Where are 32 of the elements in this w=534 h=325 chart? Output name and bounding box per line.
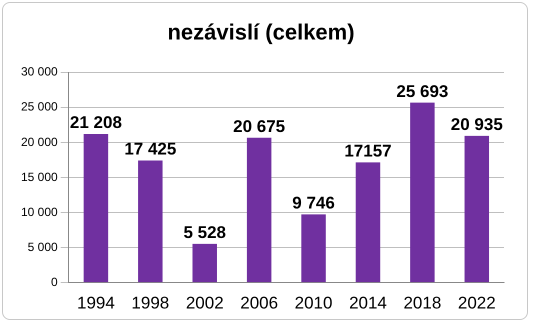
data-label: 17 425 — [124, 140, 176, 159]
bar — [301, 214, 326, 282]
y-tick-label: 25 000 — [21, 100, 58, 114]
x-tick-label: 1994 — [76, 293, 115, 312]
bar — [356, 162, 380, 282]
x-tick-label: 2022 — [458, 293, 496, 312]
data-label: 20 935 — [450, 115, 503, 134]
x-tick-label: 1998 — [131, 293, 170, 312]
data-label: 5 528 — [183, 223, 226, 242]
y-tick-label: 5 000 — [28, 240, 58, 254]
bar — [410, 102, 435, 282]
data-label: 9 746 — [292, 194, 335, 212]
x-tick-label: 2014 — [349, 293, 387, 312]
data-label: 25 693 — [396, 82, 448, 101]
x-tick-label: 2018 — [403, 293, 442, 312]
bar — [464, 136, 490, 282]
data-label: 17157 — [344, 142, 392, 161]
bar — [246, 138, 272, 282]
bar — [138, 160, 163, 282]
x-tick-label: 2006 — [240, 293, 278, 312]
x-tick-label: 2010 — [294, 293, 332, 312]
y-tick-label: 20 000 — [21, 134, 58, 149]
bar — [192, 244, 217, 282]
y-tick-label: 0 — [51, 274, 58, 289]
chart-title: nezávislí (celkem) — [167, 19, 355, 44]
y-tick-label: 30 000 — [21, 64, 58, 79]
data-label: 20 675 — [233, 116, 286, 136]
x-tick-label: 2002 — [186, 293, 224, 312]
bar — [84, 134, 108, 282]
data-label: 21 208 — [70, 113, 122, 132]
y-tick-label: 10 000 — [21, 204, 58, 219]
y-tick-label: 15 000 — [21, 170, 58, 184]
